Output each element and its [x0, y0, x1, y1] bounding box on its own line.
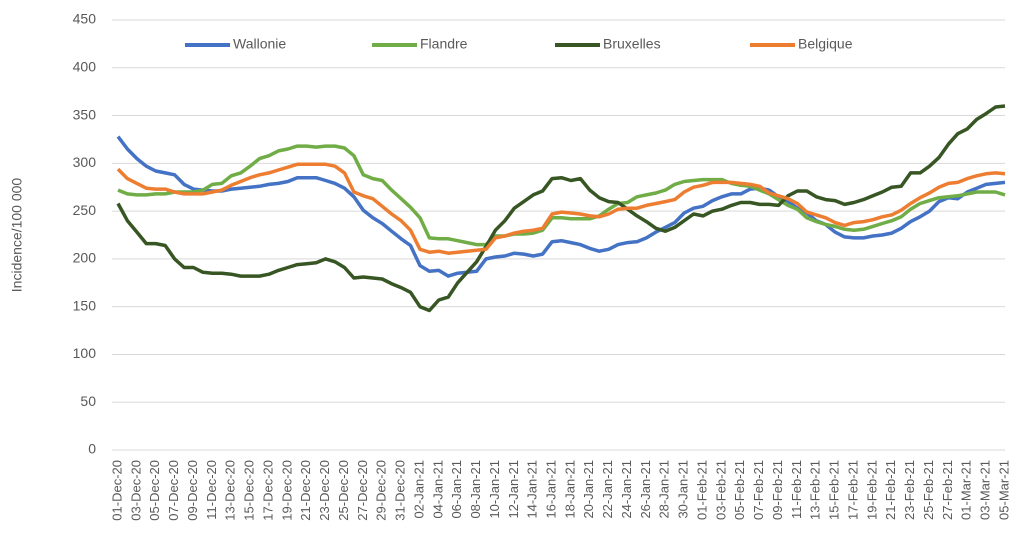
x-tick-label: 16-Jan-21 [544, 460, 559, 519]
x-tick-label: 28-Jan-21 [657, 460, 672, 519]
legend-label: Wallonie [233, 36, 286, 52]
x-tick-label: 01-Mar-21 [959, 460, 974, 520]
y-tick-label: 250 [73, 202, 97, 218]
x-tick-label: 23-Feb-21 [902, 460, 917, 520]
y-tick-label: 0 [88, 441, 96, 457]
y-tick-label: 100 [73, 345, 97, 361]
x-tick-label: 14-Jan-21 [525, 460, 540, 519]
y-tick-label: 200 [73, 250, 97, 266]
x-tick-label: 01-Dec-20 [109, 460, 124, 521]
x-tick-label: 13-Dec-20 [223, 460, 238, 521]
x-tick-label: 22-Jan-21 [600, 460, 615, 519]
series-line [116, 104, 1006, 313]
x-tick-label: 07-Dec-20 [166, 460, 181, 521]
x-tick-label: 21-Dec-20 [298, 460, 313, 521]
x-tick-label: 11-Feb-21 [789, 460, 804, 519]
x-tick-label: 19-Feb-21 [864, 460, 879, 520]
x-tick-label: 10-Jan-21 [487, 460, 502, 519]
x-tick-label: 30-Jan-21 [676, 460, 691, 519]
x-tick-label: 03-Mar-21 [978, 460, 993, 520]
y-tick-label: 150 [73, 297, 97, 313]
y-tick-label: 300 [73, 154, 97, 170]
series-line [116, 135, 1006, 278]
legend-label: Belgique [798, 36, 853, 52]
x-tick-label: 11-Dec-20 [204, 460, 219, 520]
x-tick-label: 12-Jan-21 [506, 460, 521, 519]
x-tick-label: 09-Feb-21 [770, 460, 785, 520]
x-tick-label: 13-Feb-21 [808, 460, 823, 520]
y-tick-label: 450 [73, 11, 97, 27]
x-tick-label: 29-Dec-20 [374, 460, 389, 521]
x-tick-label: 02-Jan-21 [411, 460, 426, 519]
x-tick-label: 17-Feb-21 [845, 460, 860, 520]
x-tick-label: 06-Jan-21 [449, 460, 464, 519]
x-tick-label: 09-Dec-20 [185, 460, 200, 521]
x-tick-label: 21-Feb-21 [883, 460, 898, 520]
x-tick-label: 15-Feb-21 [827, 460, 842, 520]
x-tick-label: 05-Dec-20 [147, 460, 162, 521]
x-tick-label: 19-Dec-20 [279, 460, 294, 521]
x-tick-label: 15-Dec-20 [242, 460, 257, 521]
y-tick-label: 350 [73, 106, 97, 122]
x-tick-label: 20-Jan-21 [581, 460, 596, 519]
x-tick-label: 26-Jan-21 [638, 460, 653, 519]
x-tick-label: 05-Mar-21 [996, 460, 1011, 520]
x-tick-label: 03-Dec-20 [128, 460, 143, 521]
x-tick-label: 08-Jan-21 [468, 460, 483, 519]
x-tick-label: 17-Dec-20 [260, 460, 275, 521]
x-tick-label: 04-Jan-21 [430, 460, 445, 519]
series-line [117, 144, 1006, 247]
x-tick-label: 23-Dec-20 [317, 460, 332, 521]
x-tick-label: 25-Dec-20 [336, 460, 351, 521]
x-tick-label: 31-Dec-20 [393, 460, 408, 521]
y-tick-label: 50 [80, 393, 96, 409]
x-tick-label: 27-Feb-21 [940, 460, 955, 520]
legend-label: Bruxelles [603, 36, 661, 52]
x-tick-label: 27-Dec-20 [355, 460, 370, 521]
y-tick-label: 400 [73, 58, 97, 74]
x-tick-label: 07-Feb-21 [751, 460, 766, 520]
x-tick-label: 18-Jan-21 [562, 460, 577, 519]
x-tick-label: 03-Feb-21 [713, 460, 728, 520]
series-line [116, 162, 1006, 255]
y-axis-title: Incidence/100 000 [9, 178, 25, 293]
x-tick-label: 01-Feb-21 [694, 460, 709, 520]
legend-label: Flandre [420, 36, 468, 52]
x-tick-label: 25-Feb-21 [921, 460, 936, 520]
x-tick-label: 24-Jan-21 [619, 460, 634, 519]
x-tick-label: 05-Feb-21 [732, 460, 747, 520]
